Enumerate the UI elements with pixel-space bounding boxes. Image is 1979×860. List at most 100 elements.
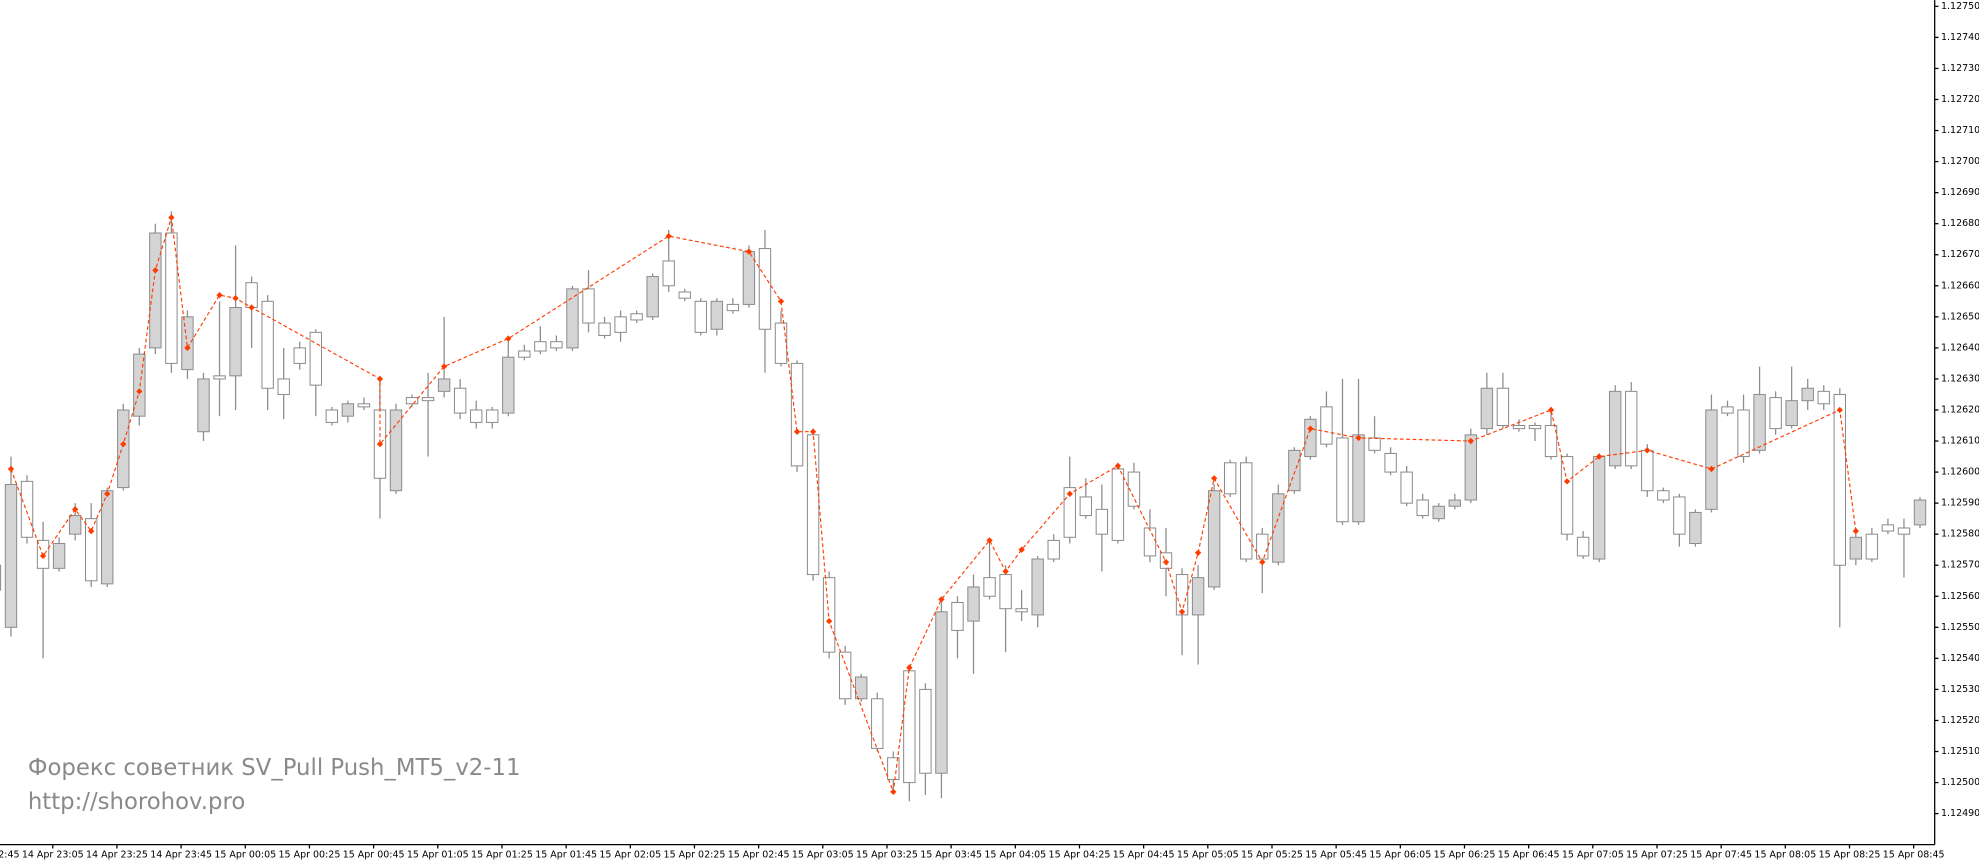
zigzag-point: [168, 214, 175, 221]
y-tick-label: 1.12730: [1941, 63, 1979, 74]
x-tick-label: 15 Apr 01:45: [535, 849, 597, 860]
y-tick-label: 1.12510: [1941, 746, 1979, 757]
candle-body: [919, 688, 932, 774]
zigzag-point: [232, 295, 239, 302]
candle-body: [566, 288, 579, 349]
zigzag-point: [1114, 462, 1122, 470]
zigzag-point: [376, 375, 384, 383]
candle-body: [1881, 524, 1895, 532]
zigzag-point: [777, 298, 785, 305]
candle-body: [1641, 449, 1654, 492]
candle-body: [1191, 577, 1205, 616]
x-tick-label: 15 Apr 01:05: [407, 849, 469, 860]
candle-body: [149, 232, 162, 349]
zigzag-point: [1178, 608, 1186, 615]
candle-body: [790, 362, 804, 467]
candle-body: [871, 698, 884, 749]
y-tick-label: 1.12670: [1941, 249, 1979, 260]
candle-body: [855, 676, 868, 700]
candle-body: [806, 434, 820, 576]
candle-body: [630, 313, 643, 321]
x-tick-label: 15 Apr 08:45: [1883, 849, 1945, 860]
candle-body: [1400, 471, 1413, 504]
x-tick-label: 15 Apr 04:25: [1049, 849, 1111, 860]
y-tick-label: 1.12620: [1941, 404, 1979, 415]
candle-body: [261, 300, 274, 389]
candle-body: [1095, 508, 1109, 535]
x-tick-label: 15 Apr 02:05: [599, 849, 661, 860]
candle-body: [68, 515, 82, 535]
candle-body: [838, 651, 852, 700]
zigzag-point: [120, 440, 127, 448]
candle-body: [1031, 558, 1044, 616]
candle-body: [1304, 418, 1317, 458]
candle-body: [967, 586, 980, 622]
x-tick-label: 14 Apr 23:45: [150, 849, 212, 860]
candle-body: [0, 564, 2, 591]
zigzag-point: [376, 440, 384, 448]
x-tick-label: 15 Apr 03:05: [792, 849, 854, 860]
candle-body: [1913, 499, 1927, 526]
x-tick-label: 15 Apr 07:45: [1690, 849, 1752, 860]
watermark-url: http://shorohov.pro: [28, 789, 245, 815]
candle-body: [1865, 533, 1879, 560]
x-tick-label: 15 Apr 04:45: [1113, 849, 1175, 860]
y-tick-label: 1.12490: [1941, 808, 1979, 819]
candle-body: [1416, 499, 1429, 517]
candle-body: [309, 331, 322, 386]
zigzag-point: [1194, 549, 1202, 556]
zigzag-point: [152, 267, 159, 274]
y-tick-label: 1.12610: [1941, 436, 1979, 447]
candle-body: [1737, 409, 1750, 458]
candle-body: [502, 356, 515, 414]
zigzag-point: [1162, 558, 1170, 566]
candle-body: [165, 232, 178, 364]
y-tick-label: 1.12550: [1941, 622, 1979, 633]
candle-body: [1576, 536, 1590, 557]
x-tick-label: 14 Apr 23:05: [22, 849, 84, 860]
candle-body: [710, 300, 724, 330]
candle-body: [999, 574, 1012, 610]
x-tick-label: 14 Apr 23:25: [86, 849, 148, 860]
candle-body: [1512, 425, 1526, 430]
candle-body: [229, 307, 242, 377]
candle-body: [453, 387, 467, 414]
candle-body: [486, 409, 499, 423]
zigzag-point: [216, 291, 223, 299]
x-tick-label: 15 Apr 01:25: [471, 849, 533, 860]
x-tick-label: 15 Apr 06:25: [1434, 849, 1496, 860]
candle-body: [1592, 456, 1606, 560]
zigzag-point: [793, 428, 801, 435]
candle-body: [1352, 434, 1365, 523]
y-tick-label: 1.12590: [1941, 498, 1979, 509]
candle-body: [1240, 462, 1253, 560]
y-tick-label: 1.12520: [1941, 715, 1979, 726]
y-tick-label: 1.12710: [1941, 125, 1979, 136]
candle-body: [421, 397, 435, 402]
x-tick-label: 15 Apr 03:45: [920, 849, 982, 860]
candle-body: [245, 282, 258, 309]
candle-body: [983, 577, 996, 597]
y-tick-label: 1.12700: [1941, 156, 1979, 167]
candle-body: [1480, 387, 1494, 430]
zigzag-point: [745, 248, 753, 255]
y-tick-label: 1.12680: [1941, 218, 1979, 229]
candle-body: [437, 378, 451, 392]
candle-body: [277, 378, 290, 395]
candle-body: [534, 341, 547, 352]
candle-body: [1528, 425, 1542, 430]
candle-body: [887, 757, 900, 780]
candle-body: [117, 409, 130, 489]
candle-body: [197, 378, 210, 433]
candle-body: [20, 480, 34, 538]
candle-body: [598, 322, 611, 336]
y-tick-label: 1.12740: [1941, 32, 1979, 43]
x-tick-label: 15 Apr 00:45: [343, 849, 405, 860]
zigzag-point: [71, 506, 79, 513]
candle-body: [1368, 437, 1381, 451]
y-tick-label: 1.12570: [1941, 560, 1979, 571]
candle-body: [1689, 511, 1702, 544]
zigzag-point: [938, 596, 945, 603]
candle-body: [1801, 387, 1814, 402]
